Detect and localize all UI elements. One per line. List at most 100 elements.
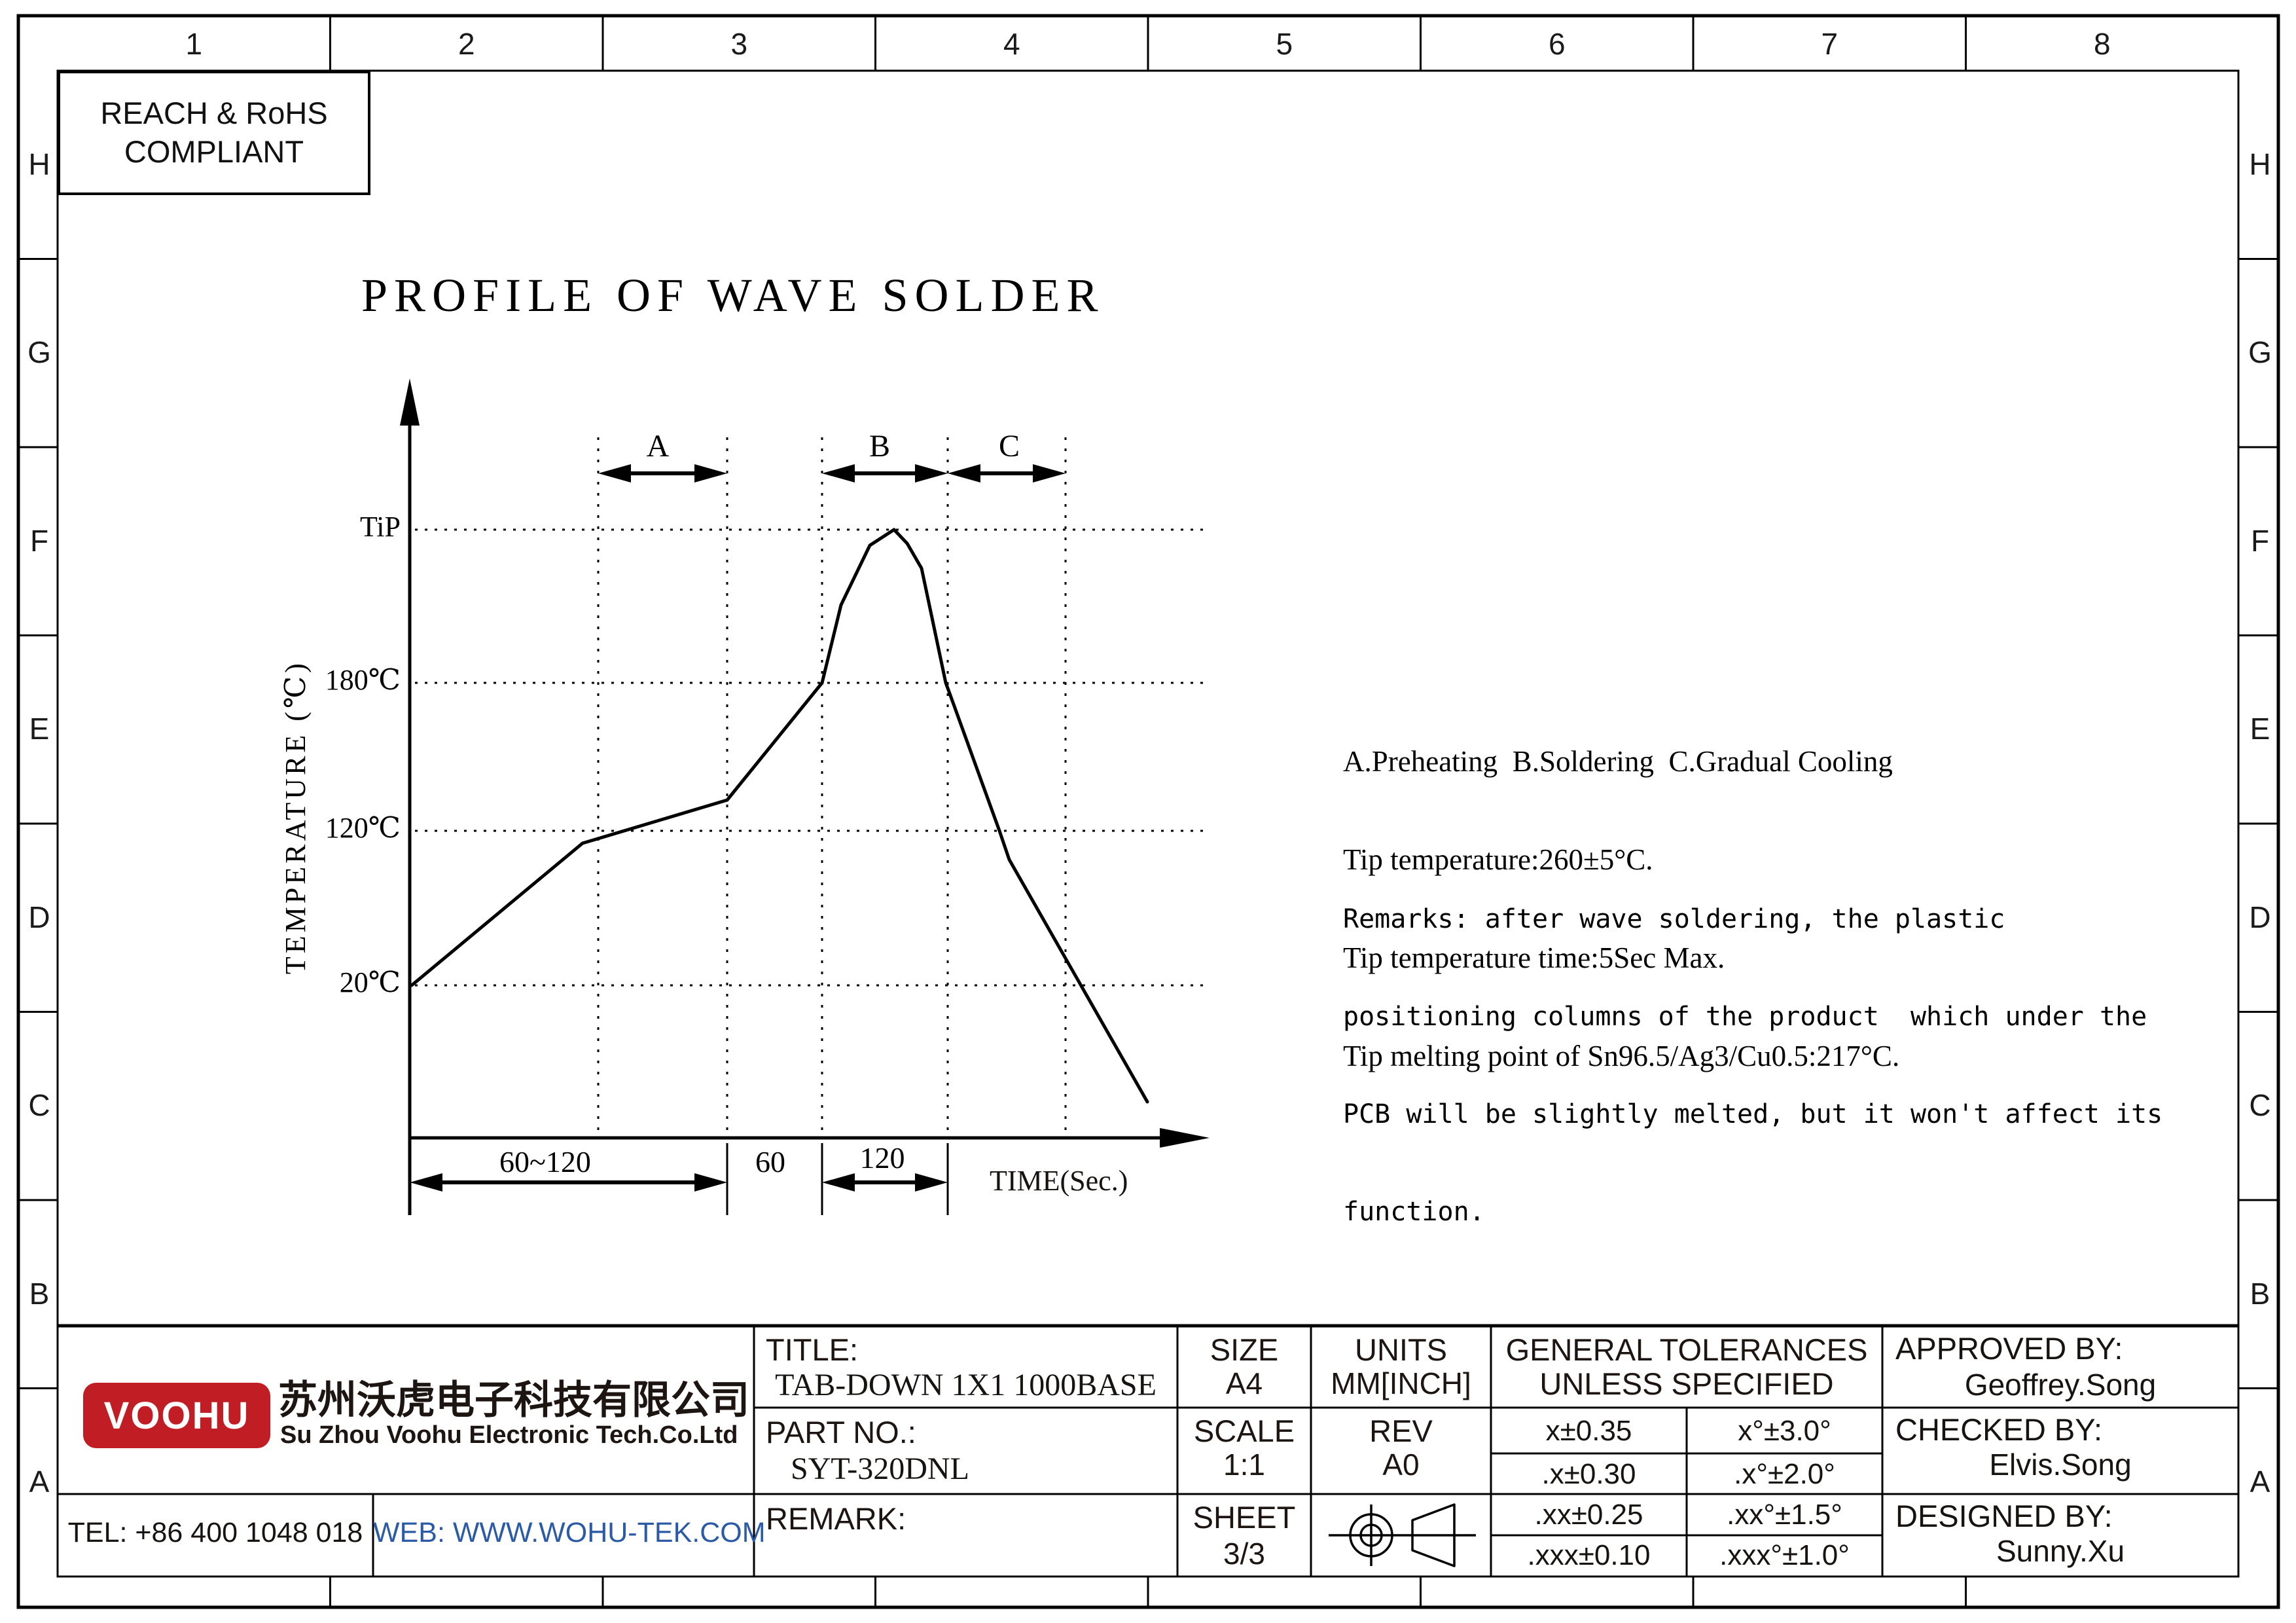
solder-profile-curve <box>410 528 1149 1104</box>
border-row-label: C <box>2249 1088 2271 1123</box>
units-value: MM[INCH] <box>1331 1366 1471 1400</box>
border-row-label: E <box>29 712 50 746</box>
units-label: UNITS <box>1355 1332 1447 1367</box>
size-value: A4 <box>1225 1366 1263 1400</box>
company-name-en: Su Zhou Voohu Electronic Tech.Co.Ltd <box>280 1421 738 1449</box>
phase-arrow-b-left-head <box>822 464 855 483</box>
y-axis-arrowhead <box>400 378 420 426</box>
approved-by-value: Geoffrey.Song <box>1964 1368 2157 1402</box>
border-row-label: F <box>29 523 49 558</box>
border-row-label: H <box>2249 147 2271 181</box>
border-column-label: 4 <box>1003 27 1020 61</box>
border-row-label: C <box>28 1088 50 1123</box>
border-column-label: 3 <box>730 27 748 61</box>
chart-title: PROFILE OF WAVE SOLDER <box>361 269 1105 321</box>
dim-label-solder: 120 <box>859 1141 905 1175</box>
border-row-label: B <box>29 1276 50 1311</box>
approved-by-label: APPROVED BY: <box>1895 1331 2123 1366</box>
solder-profile-chart <box>400 378 1210 1215</box>
border-column-label: 2 <box>457 27 475 61</box>
tolerance-linear-4: .xxx±0.10 <box>1527 1539 1651 1571</box>
border-column-label: 1 <box>185 27 203 61</box>
note-line: Tip melting point of Sn96.5/Ag3/Cu0.5:21… <box>1343 1040 1900 1072</box>
phase-label-c: C <box>998 429 1020 464</box>
scale-label: SCALE <box>1193 1413 1295 1448</box>
company-logo: VOOHU <box>83 1383 270 1448</box>
note-line: A.Preheating B.Soldering C.Gradual Cooli… <box>1343 745 1893 778</box>
projection-cone <box>1411 1503 1456 1567</box>
tolerance-angular-2: .x°±2.0° <box>1734 1458 1835 1490</box>
border-row-label: H <box>28 147 50 181</box>
border-row-label: G <box>2248 335 2272 370</box>
phase-label-a: A <box>646 429 670 464</box>
border-column-label: 8 <box>2093 27 2111 61</box>
badge-line1: REACH & RoHS <box>100 96 328 131</box>
tolerance-linear-2: .x±0.30 <box>1541 1458 1636 1490</box>
y-tick-180: 180℃ <box>325 664 401 696</box>
border-row-label: G <box>27 335 51 370</box>
title-label: TITLE: <box>766 1332 859 1367</box>
tolerance-angular-4: .xxx°±1.0° <box>1719 1539 1850 1571</box>
phase-arrow-a-left-head <box>598 464 631 483</box>
y-tick-tip: TiP <box>359 511 401 543</box>
border-column-label: 5 <box>1276 27 1293 61</box>
phase-arrow-b-right-head <box>915 464 948 483</box>
company-logo-text: VOOHU <box>103 1394 250 1437</box>
tolerance-linear-1: x±0.35 <box>1545 1415 1632 1447</box>
x-axis-label: TIME(Sec.) <box>990 1165 1128 1197</box>
rev-label: REV <box>1369 1413 1433 1448</box>
dimension-arrow-1-left-head <box>822 1173 855 1192</box>
badge-line2: COMPLIANT <box>124 134 304 169</box>
dimension-arrow-1-right-head <box>915 1173 948 1192</box>
designed-by-value: Sunny.Xu <box>1996 1534 2125 1568</box>
remark-label: REMARK: <box>766 1501 906 1536</box>
tolerances-header-1: GENERAL TOLERANCES <box>1505 1332 1868 1367</box>
remark-line: function. <box>1343 1197 1485 1227</box>
margin-ticks <box>18 16 2278 1607</box>
checked-by-label: CHECKED BY: <box>1895 1412 2103 1447</box>
border-row-label: A <box>29 1465 50 1499</box>
tolerances-header-2: UNLESS SPECIFIED <box>1539 1366 1834 1401</box>
scale-value: 1:1 <box>1223 1448 1265 1482</box>
border-row-label: D <box>2249 900 2271 934</box>
title-block-grid <box>58 1324 2238 1577</box>
size-label: SIZE <box>1210 1332 1279 1367</box>
border-row-label: B <box>2250 1276 2270 1311</box>
phase-arrow-c-right-head <box>1033 464 1066 483</box>
border-row-label: E <box>2250 712 2270 746</box>
phase-label-b: B <box>869 429 890 464</box>
sheet-value: 3/3 <box>1223 1537 1265 1571</box>
title-value: TAB-DOWN 1X1 1000BASE <box>775 1368 1157 1402</box>
phase-arrow-c-left-head <box>948 464 980 483</box>
third-angle-projection-icon <box>1329 1503 1476 1567</box>
rev-value: A0 <box>1382 1448 1420 1482</box>
phase-arrow-a-right-head <box>694 464 727 483</box>
border-column-label: 7 <box>1821 27 1839 61</box>
designed-by-label: DESIGNED BY: <box>1895 1499 2113 1533</box>
dim-label-ramp: 60 <box>755 1145 785 1178</box>
tolerance-angular-1: x°±3.0° <box>1738 1415 1831 1447</box>
border-column-label: 6 <box>1548 27 1566 61</box>
part-no-label: PART NO.: <box>766 1415 916 1450</box>
dimension-arrow-0-right-head <box>694 1173 727 1192</box>
border-row-label: F <box>2250 523 2270 558</box>
sheet-label: SHEET <box>1193 1500 1296 1535</box>
company-tel: TEL: +86 400 1048 018 <box>67 1517 363 1548</box>
company-name-cn: 苏州沃虎电子科技有限公司 <box>278 1378 749 1422</box>
remark-line: Remarks: after wave soldering, the plast… <box>1343 904 2005 934</box>
note-line: Tip temperature time:5Sec Max. <box>1343 941 1725 974</box>
dimension-arrow-0-left-head <box>410 1173 442 1192</box>
part-no-value: SYT-320DNL <box>791 1451 969 1486</box>
compliance-badge: REACH & RoHS COMPLIANT <box>58 71 370 195</box>
remarks-block: Remarks: after wave soldering, the plast… <box>1343 847 2162 1295</box>
x-axis-arrowhead <box>1160 1128 1210 1148</box>
border-row-label: A <box>2250 1465 2270 1499</box>
tolerance-angular-3: .xx°±1.5° <box>1727 1499 1842 1531</box>
dim-label-preheat: 60~120 <box>499 1145 591 1178</box>
note-line: Tip temperature:260±5°C. <box>1343 843 1653 876</box>
process-notes: A.Preheating B.Soldering C.Gradual Cooli… <box>1343 681 1899 1139</box>
checked-by-value: Elvis.Song <box>1989 1448 2132 1482</box>
y-tick-120: 120℃ <box>325 812 401 844</box>
